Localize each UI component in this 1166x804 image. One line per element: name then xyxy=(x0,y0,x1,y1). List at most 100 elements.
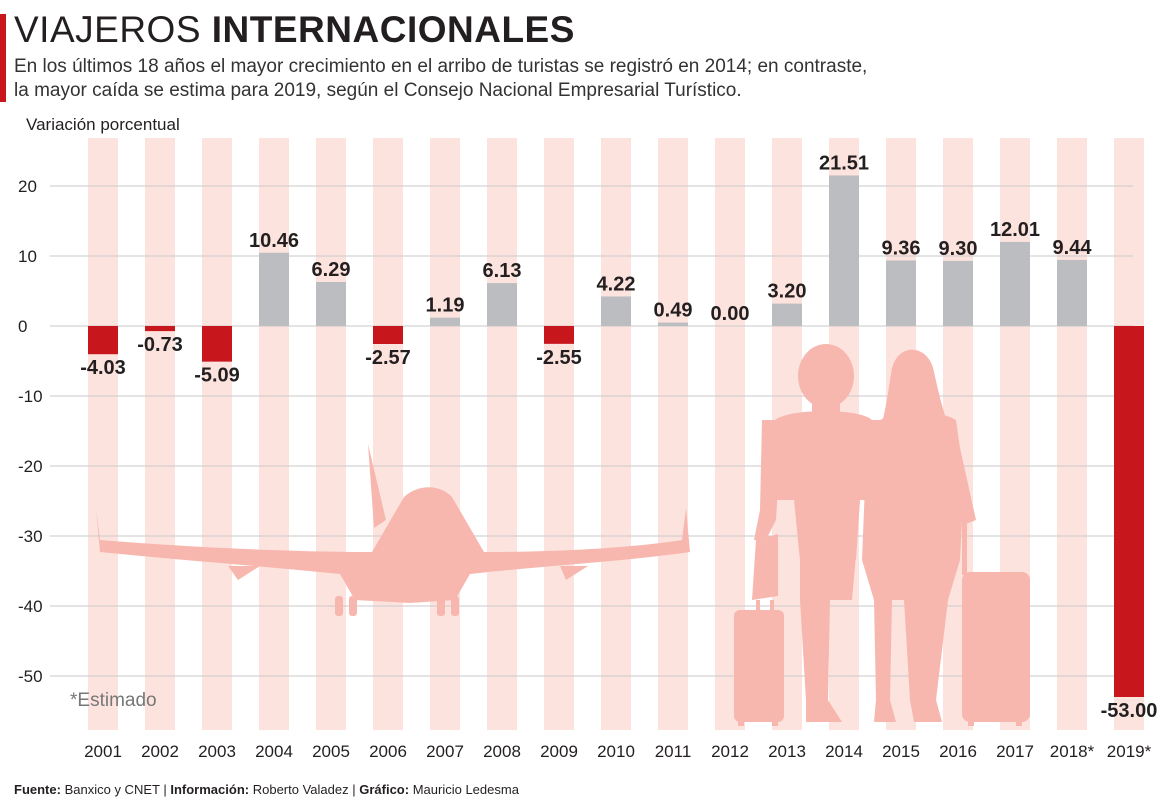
x-tick-label: 2016 xyxy=(939,742,977,761)
data-label: 6.29 xyxy=(312,259,351,281)
bar xyxy=(145,326,175,332)
bar xyxy=(373,326,403,344)
column-stripe xyxy=(544,138,574,730)
column-stripe xyxy=(316,138,346,730)
x-tick-label: 2007 xyxy=(426,742,464,761)
graphic-value: Mauricio Ledesma xyxy=(412,782,519,797)
x-tick-label: 2008 xyxy=(483,742,521,761)
data-label: -4.03 xyxy=(80,357,126,379)
x-tick-label: 2018* xyxy=(1050,742,1095,761)
data-label: -0.73 xyxy=(137,334,183,356)
woman-silhouette xyxy=(862,349,976,722)
x-tick-label: 2013 xyxy=(768,742,806,761)
x-tick-labels: 2001 2002 2003 2004 2005 2006 2007 2008 2009 2010… xyxy=(84,742,1152,761)
column-stripe xyxy=(145,138,175,730)
y-tick-labels: 20 10 0 -10 -20 -30 -40 -50 xyxy=(18,177,43,686)
x-tick-label: 2014 xyxy=(825,742,863,761)
bar xyxy=(544,326,574,344)
x-tick-label: 2003 xyxy=(198,742,236,761)
y-tick-label: -20 xyxy=(18,457,43,476)
data-label: 4.22 xyxy=(597,273,636,295)
data-label: 9.36 xyxy=(882,237,921,259)
column-stripe xyxy=(487,138,517,730)
x-tick-label: 2012 xyxy=(711,742,749,761)
data-label: -2.57 xyxy=(365,347,411,369)
graphic-label: Gráfico: xyxy=(359,782,410,797)
y-tick-label: -50 xyxy=(18,667,43,686)
x-tick-label: 2002 xyxy=(141,742,179,761)
column-stripe xyxy=(259,138,289,730)
data-label: -53.00 xyxy=(1101,700,1158,722)
column-stripe xyxy=(430,138,460,730)
x-tick-label: 2011 xyxy=(655,742,692,761)
bar xyxy=(259,252,289,326)
estimate-note: *Estimado xyxy=(70,690,157,711)
y-tick-label: 20 xyxy=(18,177,37,196)
data-label: -5.09 xyxy=(194,365,240,387)
x-tick-label: 2006 xyxy=(369,742,407,761)
subtitle-line-1: En los últimos 18 años el mayor crecimie… xyxy=(14,56,868,77)
bag-icon xyxy=(752,534,778,600)
column-stripe xyxy=(373,138,403,730)
y-axis-label: Variación porcentual xyxy=(26,115,180,134)
man-silhouette xyxy=(754,344,890,722)
bar xyxy=(658,322,688,326)
data-label: 3.20 xyxy=(768,281,807,303)
data-label: 6.13 xyxy=(483,260,522,282)
x-tick-label: 2005 xyxy=(312,742,350,761)
title-light: VIAJEROS xyxy=(14,9,212,50)
bar xyxy=(1000,241,1030,326)
data-label: 9.30 xyxy=(939,238,978,260)
data-label: 9.44 xyxy=(1053,237,1093,259)
data-label: 12.01 xyxy=(990,219,1040,241)
background-stripes xyxy=(88,138,1144,730)
info-value: Roberto Valadez xyxy=(252,782,349,797)
title-bold: INTERNACIONALES xyxy=(211,9,575,50)
separator: | xyxy=(163,782,167,797)
column-stripe xyxy=(88,138,118,730)
source-label: Fuente: xyxy=(14,782,61,797)
bar xyxy=(943,260,973,326)
y-tick-label: -30 xyxy=(18,527,43,546)
separator: | xyxy=(352,782,356,797)
bar xyxy=(88,326,118,355)
subtitle-line-2: la mayor caída se estima para 2019, segú… xyxy=(14,80,742,101)
subtitle: En los últimos 18 años el mayor crecimie… xyxy=(14,55,974,103)
bar xyxy=(430,317,460,326)
y-tick-label: -10 xyxy=(18,387,43,406)
bar xyxy=(487,283,517,326)
bar xyxy=(829,175,859,326)
y-tick-label: -40 xyxy=(18,597,43,616)
data-label: 1.19 xyxy=(426,295,465,317)
title-accent-bar xyxy=(0,14,6,102)
column-stripe xyxy=(1057,138,1087,730)
info-label: Información: xyxy=(170,782,250,797)
footer-credits: Fuente: Banxico y CNET | Información: Ro… xyxy=(14,782,519,797)
bar xyxy=(202,326,232,362)
x-tick-label: 2017 xyxy=(996,742,1034,761)
x-tick-label: 2010 xyxy=(597,742,635,761)
y-tick-label: 10 xyxy=(18,247,37,266)
data-labels: -4.03 -0.73 -5.09 10.46 6.29 -2.57 1.19 6.13 -2.… xyxy=(80,152,1157,722)
data-label: -2.55 xyxy=(536,347,582,369)
bar xyxy=(316,281,346,326)
travel-silhouettes xyxy=(96,344,1030,726)
bar xyxy=(601,296,631,326)
data-label: 0.00 xyxy=(711,303,750,325)
x-tick-label: 2004 xyxy=(255,742,293,761)
suitcase-right-icon xyxy=(962,520,1030,726)
source-value: Banxico y CNET xyxy=(64,782,160,797)
bar xyxy=(1114,326,1144,697)
x-tick-label: 2009 xyxy=(540,742,578,761)
column-stripe xyxy=(601,138,631,730)
x-tick-label: 2019* xyxy=(1107,742,1152,761)
bar xyxy=(772,303,802,326)
bar xyxy=(1057,259,1087,326)
y-tick-label: 0 xyxy=(18,317,27,336)
x-tick-label: 2001 xyxy=(84,742,122,761)
suitcase-left-icon xyxy=(734,600,784,726)
airplane-icon xyxy=(96,444,690,616)
x-tick-label: 2015 xyxy=(882,742,920,761)
data-label: 0.49 xyxy=(654,300,693,322)
